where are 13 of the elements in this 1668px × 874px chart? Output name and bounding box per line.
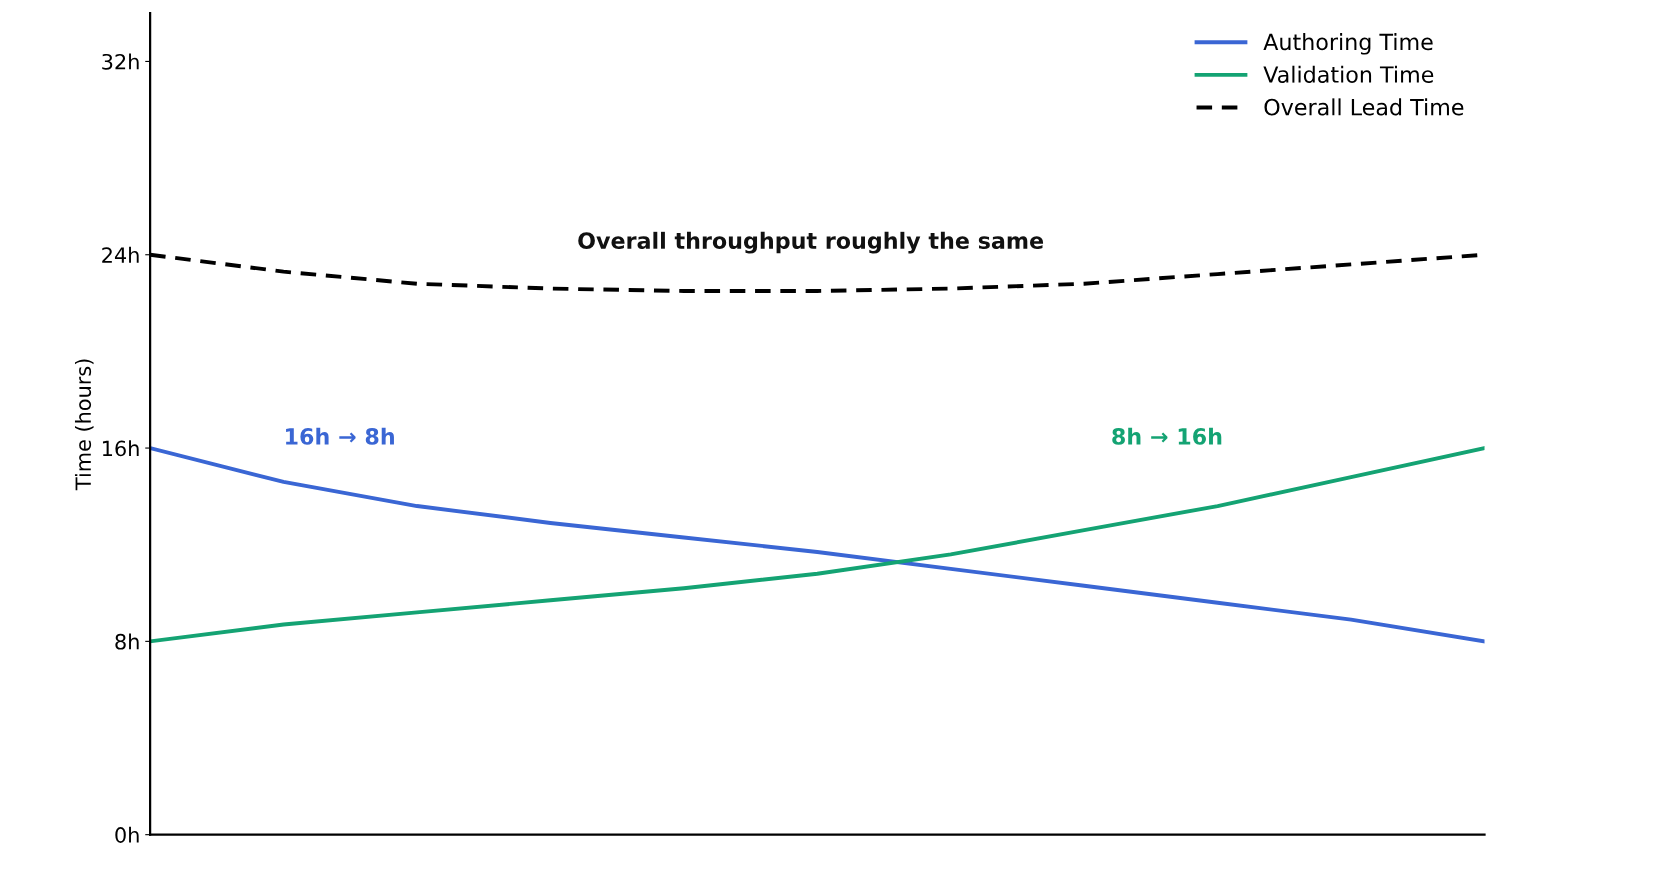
annotation: Overall throughput roughly the same xyxy=(578,231,1044,254)
line-series xyxy=(150,446,1485,644)
legend-label: Authoring Time xyxy=(1263,33,1433,55)
legend-label: Overall Lead Time xyxy=(1264,98,1464,116)
annotation: 8h → 16h xyxy=(1112,427,1222,445)
y-tick-label: 8h xyxy=(115,633,139,650)
y-tick-label: 24h xyxy=(102,246,139,263)
legend-label: Validation Time xyxy=(1263,65,1434,83)
y-tick-label: 32h xyxy=(102,53,139,70)
y-axis-title: Time (hours) xyxy=(74,359,94,491)
y-tick-label: 0h xyxy=(115,826,139,843)
annotation: 16h → 8h xyxy=(286,427,394,445)
y-tick-label: 16h xyxy=(102,440,139,457)
